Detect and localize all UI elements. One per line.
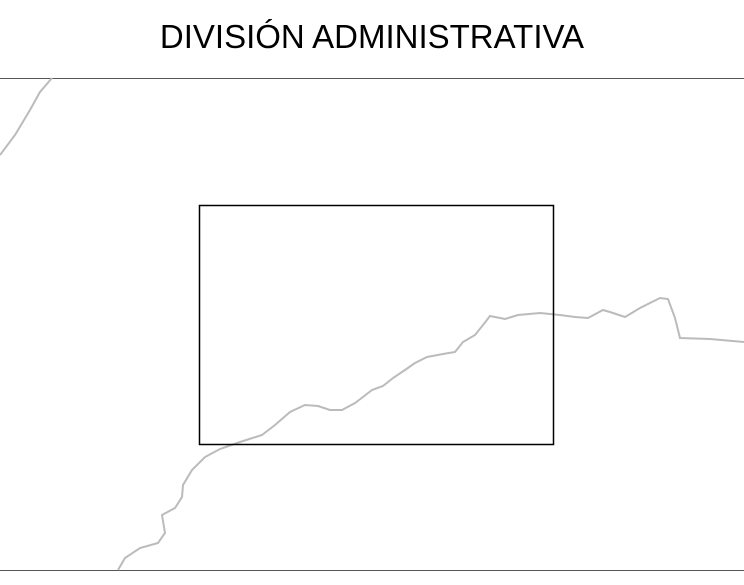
extent-rectangle: [198, 204, 555, 446]
boundary-line: [117, 296, 744, 571]
map-title: DIVISIÓN ADMINISTRATIVA: [159, 18, 585, 55]
boundary-line: [0, 77, 53, 156]
